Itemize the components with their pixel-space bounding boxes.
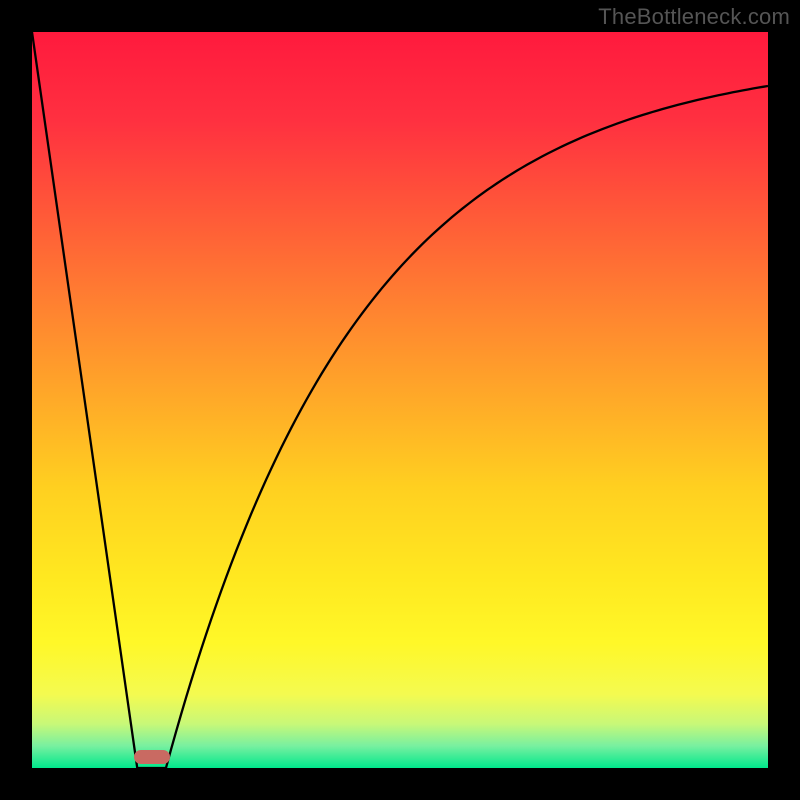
- minimum-marker: [134, 750, 170, 764]
- watermark-text: TheBottleneck.com: [598, 4, 790, 30]
- curve-overlay: [32, 32, 768, 768]
- chart-container: TheBottleneck.com: [0, 0, 800, 800]
- curve-path: [32, 32, 768, 768]
- plot-area: [32, 32, 768, 768]
